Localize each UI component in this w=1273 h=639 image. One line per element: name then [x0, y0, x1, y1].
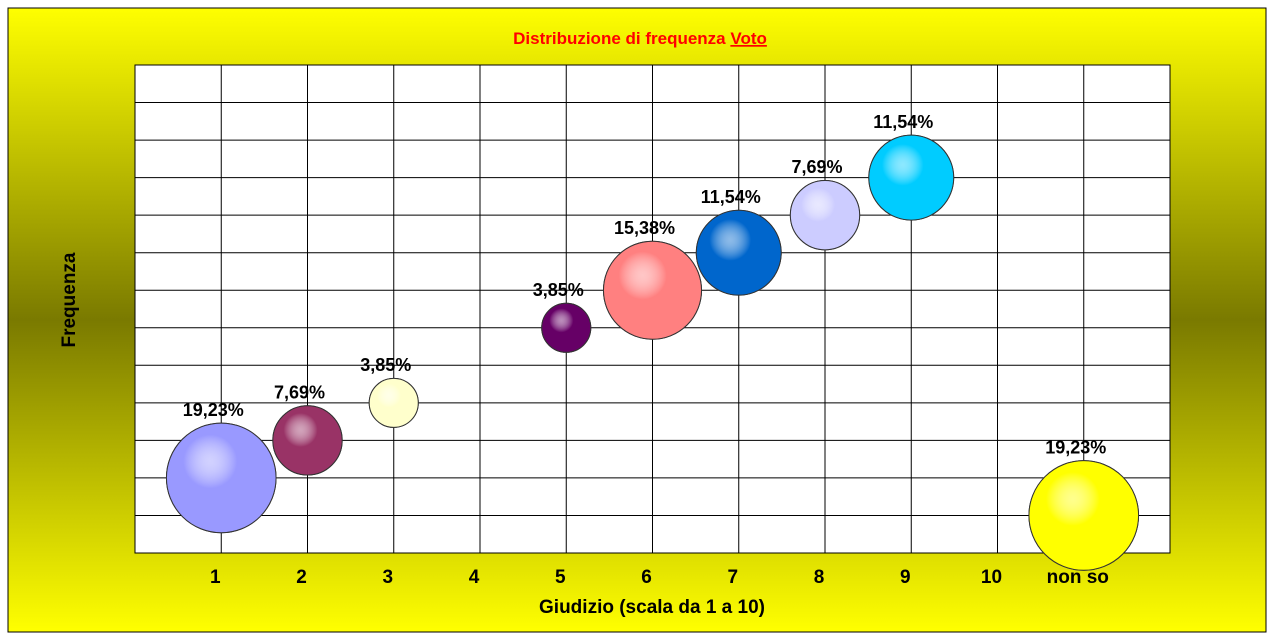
data-label: 3,85%	[360, 355, 411, 375]
bubble-shade	[368, 377, 419, 428]
data-label: 19,23%	[1045, 437, 1106, 457]
data-label: 7,69%	[791, 157, 842, 177]
x-tick-label: 2	[296, 567, 307, 588]
data-label: 19,23%	[183, 400, 244, 420]
data-label: 11,54%	[873, 112, 933, 132]
x-tick-label: 10	[981, 567, 1002, 588]
x-tick-label: 1	[210, 567, 221, 588]
bubble-shade	[789, 179, 861, 251]
x-tick-label: 4	[469, 567, 480, 588]
x-tick-label: 7	[727, 567, 738, 588]
bubble-shade	[602, 240, 703, 340]
data-label: 7,69%	[274, 382, 325, 402]
x-tick-label: 8	[814, 567, 825, 588]
bubble-shade	[1028, 460, 1140, 571]
x-tick-label: 5	[555, 567, 566, 588]
title-emphasis: Voto	[730, 29, 767, 48]
x-tick-label: 6	[641, 567, 652, 588]
data-label: 15,38%	[614, 218, 675, 238]
x-tick-label: 3	[382, 567, 393, 588]
bubble-shade	[541, 302, 592, 353]
title-text: Distribuzione di frequenza	[513, 29, 726, 48]
bubble-shade	[165, 422, 277, 534]
data-label: 11,54%	[701, 187, 761, 207]
x-axis-label: Giudizio (scala da 1 a 10)	[539, 597, 765, 618]
bubble-shade	[868, 134, 955, 221]
x-tick-label: non so	[1047, 567, 1109, 588]
bubble-shade	[695, 209, 782, 296]
bubble-shade	[272, 405, 343, 476]
data-label: 3,85%	[533, 280, 584, 300]
chart-title: Distribuzione di frequenza Voto	[513, 29, 767, 48]
y-axis-label: Frequenza	[59, 252, 80, 347]
x-tick-label: 9	[900, 567, 911, 588]
